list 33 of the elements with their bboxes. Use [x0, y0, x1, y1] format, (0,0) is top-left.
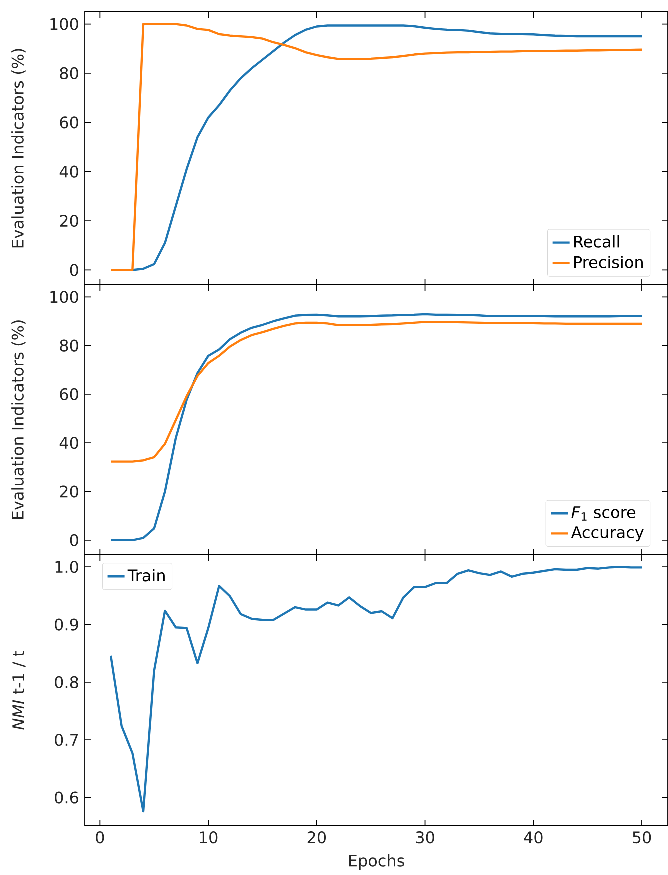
- y-tick-label: 40: [60, 166, 78, 178]
- y-tick-label: 100: [50, 18, 78, 30]
- x-tick-label: 30: [416, 832, 434, 844]
- y-tick-label: 0.7: [55, 734, 78, 746]
- legend-label: Precision: [574, 256, 643, 268]
- y-tick-label: 80: [60, 67, 78, 80]
- y-tick-label: 60: [60, 388, 78, 401]
- y-tick-label: 0.6: [55, 792, 78, 804]
- y-tick-label: 80: [60, 340, 78, 352]
- y-axis-title: Evaluation Indicators (%): [12, 49, 26, 248]
- legend-label: Accuracy: [571, 526, 644, 542]
- y-axis-title: NMI t-1 / t: [12, 651, 26, 730]
- y-tick-label: 40: [60, 437, 78, 450]
- x-tick-label: 40: [524, 832, 543, 844]
- y-tick-label: 0.9: [55, 618, 78, 631]
- legend-label: Train: [128, 569, 165, 582]
- y-tick-label: 20: [60, 486, 78, 498]
- x-tick-label: 20: [308, 832, 326, 844]
- y-tick-label: 1.0: [56, 561, 78, 574]
- x-tick-label: 50: [633, 832, 652, 844]
- y-tick-label: 20: [60, 214, 78, 228]
- y-tick-label: 60: [60, 116, 78, 129]
- y-axis-title: Evaluation Indicators (%): [12, 320, 26, 520]
- y-tick-label: 0.8: [55, 676, 78, 688]
- y-tick-label: 100: [50, 291, 78, 304]
- legend-label: Recall: [574, 236, 620, 248]
- y-tick-label: 0: [70, 264, 78, 276]
- line-series: [110, 566, 644, 813]
- x-axis-title: Epochs: [349, 854, 404, 870]
- legend-label: F$_{1}$ score: [572, 506, 636, 521]
- x-tick-label: 10: [200, 832, 218, 844]
- y-tick-label: 0: [70, 534, 78, 546]
- x-tick-label: 0: [96, 832, 104, 844]
